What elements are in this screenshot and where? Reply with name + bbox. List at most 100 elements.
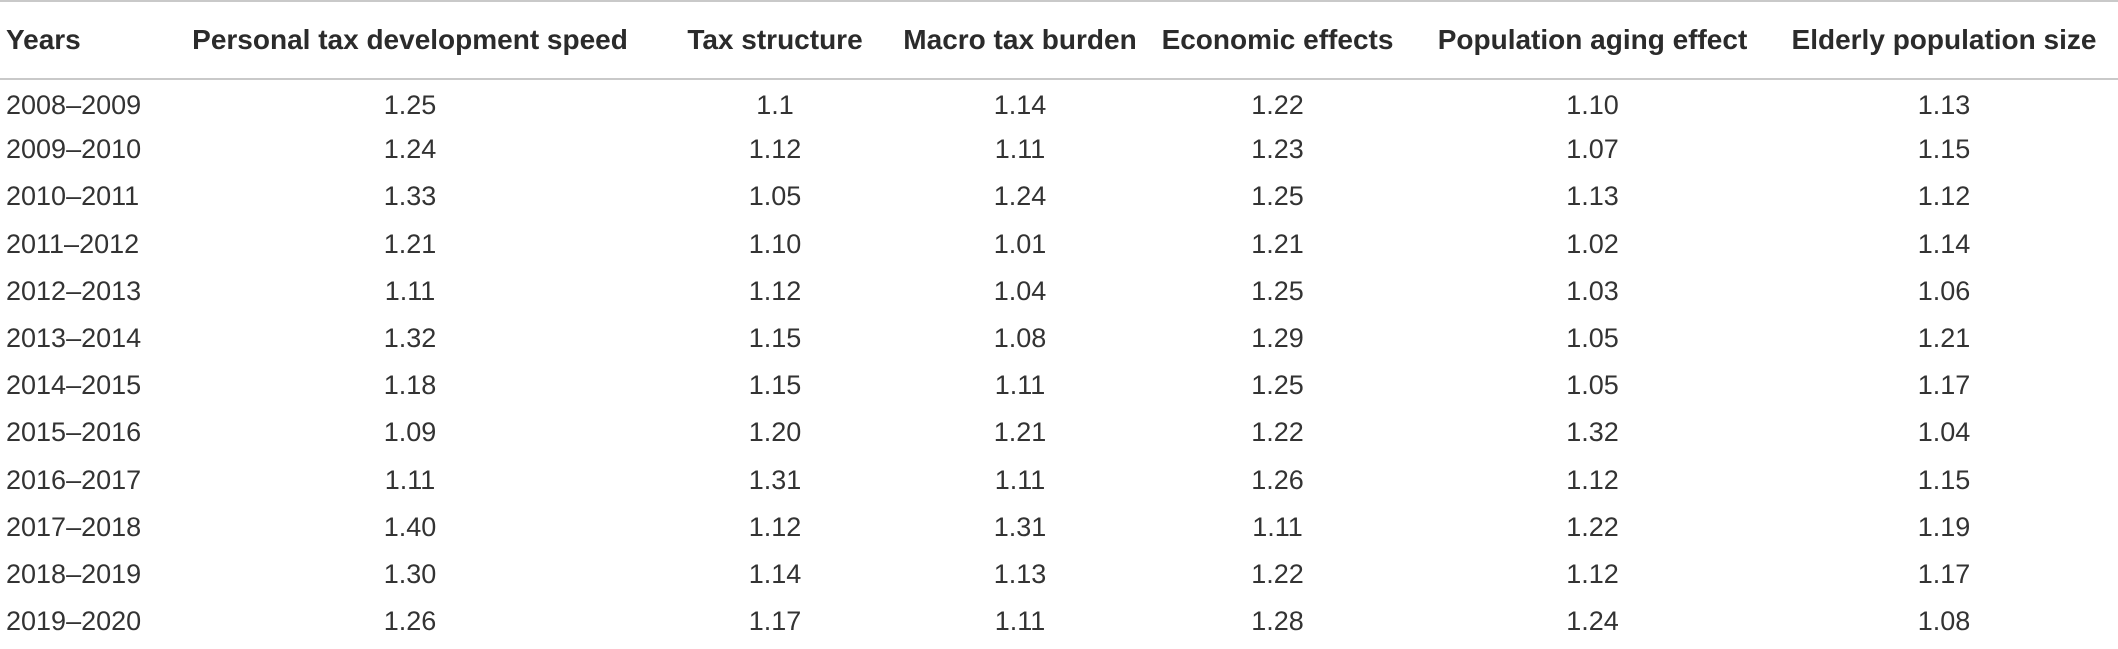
cell-economic-effects: 1.22: [1140, 551, 1415, 598]
cell-elderly-population-size: 1.06: [1770, 268, 2118, 315]
cell-population-aging-effect: 1.13: [1415, 173, 1770, 220]
cell-elderly-population-size: 1.17: [1770, 551, 2118, 598]
cell-years: 2013–2014: [0, 315, 170, 362]
header-economic-effects: Economic effects: [1140, 1, 1415, 79]
cell-personal-tax-development-speed: 1.25: [170, 79, 650, 126]
cell-population-aging-effect: 1.10: [1415, 79, 1770, 126]
cell-economic-effects: 1.22: [1140, 79, 1415, 126]
cell-years: 2010–2011: [0, 173, 170, 220]
cell-population-aging-effect: 1.05: [1415, 315, 1770, 362]
cell-tax-structure: 1.1: [650, 79, 900, 126]
cell-macro-tax-burden: 1.11: [900, 457, 1140, 504]
cell-tax-structure: 1.14: [650, 551, 900, 598]
cell-population-aging-effect: 1.22: [1415, 504, 1770, 551]
header-tax-structure: Tax structure: [650, 1, 900, 79]
cell-population-aging-effect: 1.02: [1415, 221, 1770, 268]
cell-years: 2015–2016: [0, 409, 170, 456]
cell-macro-tax-burden: 1.11: [900, 126, 1140, 173]
cell-macro-tax-burden: 1.08: [900, 315, 1140, 362]
cell-economic-effects: 1.21: [1140, 221, 1415, 268]
header-row: Years Personal tax development speed Tax…: [0, 1, 2118, 79]
table-row: 2012–2013 1.11 1.12 1.04 1.25 1.03 1.06: [0, 268, 2118, 315]
cell-elderly-population-size: 1.04: [1770, 409, 2118, 456]
cell-tax-structure: 1.12: [650, 504, 900, 551]
cell-macro-tax-burden: 1.11: [900, 362, 1140, 409]
table-row: 2014–2015 1.18 1.15 1.11 1.25 1.05 1.17: [0, 362, 2118, 409]
cell-population-aging-effect: 1.12: [1415, 457, 1770, 504]
cell-personal-tax-development-speed: 1.11: [170, 457, 650, 504]
cell-population-aging-effect: 1.05: [1415, 362, 1770, 409]
cell-personal-tax-development-speed: 1.30: [170, 551, 650, 598]
cell-personal-tax-development-speed: 1.32: [170, 315, 650, 362]
cell-economic-effects: 1.25: [1140, 173, 1415, 220]
cell-economic-effects: 1.22: [1140, 409, 1415, 456]
cell-population-aging-effect: 1.24: [1415, 598, 1770, 645]
cell-years: 2009–2010: [0, 126, 170, 173]
cell-macro-tax-burden: 1.13: [900, 551, 1140, 598]
cell-years: 2014–2015: [0, 362, 170, 409]
cell-tax-structure: 1.05: [650, 173, 900, 220]
cell-tax-structure: 1.17: [650, 598, 900, 645]
cell-economic-effects: 1.25: [1140, 362, 1415, 409]
table-body: 2008–2009 1.25 1.1 1.14 1.22 1.10 1.13 2009–201…: [0, 79, 2118, 645]
table-row: 2019–2020 1.26 1.17 1.11 1.28 1.24 1.08: [0, 598, 2118, 645]
cell-tax-structure: 1.12: [650, 268, 900, 315]
cell-elderly-population-size: 1.21: [1770, 315, 2118, 362]
cell-economic-effects: 1.26: [1140, 457, 1415, 504]
cell-economic-effects: 1.23: [1140, 126, 1415, 173]
cell-years: 2017–2018: [0, 504, 170, 551]
cell-economic-effects: 1.11: [1140, 504, 1415, 551]
table-row: 2008–2009 1.25 1.1 1.14 1.22 1.10 1.13: [0, 79, 2118, 126]
cell-personal-tax-development-speed: 1.33: [170, 173, 650, 220]
cell-economic-effects: 1.25: [1140, 268, 1415, 315]
cell-years: 2011–2012: [0, 221, 170, 268]
cell-elderly-population-size: 1.19: [1770, 504, 2118, 551]
cell-personal-tax-development-speed: 1.11: [170, 268, 650, 315]
cell-macro-tax-burden: 1.04: [900, 268, 1140, 315]
cell-elderly-population-size: 1.12: [1770, 173, 2118, 220]
cell-tax-structure: 1.12: [650, 126, 900, 173]
table-row: 2016–2017 1.11 1.31 1.11 1.26 1.12 1.15: [0, 457, 2118, 504]
cell-elderly-population-size: 1.14: [1770, 221, 2118, 268]
table-row: 2015–2016 1.09 1.20 1.21 1.22 1.32 1.04: [0, 409, 2118, 456]
cell-macro-tax-burden: 1.24: [900, 173, 1140, 220]
cell-macro-tax-burden: 1.31: [900, 504, 1140, 551]
table-header: Years Personal tax development speed Tax…: [0, 1, 2118, 79]
table-row: 2010–2011 1.33 1.05 1.24 1.25 1.13 1.12: [0, 173, 2118, 220]
table-row: 2011–2012 1.21 1.10 1.01 1.21 1.02 1.14: [0, 221, 2118, 268]
cell-personal-tax-development-speed: 1.09: [170, 409, 650, 456]
header-years: Years: [0, 1, 170, 79]
cell-tax-structure: 1.20: [650, 409, 900, 456]
cell-personal-tax-development-speed: 1.40: [170, 504, 650, 551]
table-row: 2013–2014 1.32 1.15 1.08 1.29 1.05 1.21: [0, 315, 2118, 362]
cell-personal-tax-development-speed: 1.18: [170, 362, 650, 409]
cell-personal-tax-development-speed: 1.21: [170, 221, 650, 268]
cell-macro-tax-burden: 1.01: [900, 221, 1140, 268]
header-population-aging-effect: Population aging effect: [1415, 1, 1770, 79]
cell-population-aging-effect: 1.07: [1415, 126, 1770, 173]
header-personal-tax-development-speed: Personal tax development speed: [170, 1, 650, 79]
cell-elderly-population-size: 1.13: [1770, 79, 2118, 126]
table-row: 2018–2019 1.30 1.14 1.13 1.22 1.12 1.17: [0, 551, 2118, 598]
cell-economic-effects: 1.28: [1140, 598, 1415, 645]
cell-economic-effects: 1.29: [1140, 315, 1415, 362]
cell-tax-structure: 1.31: [650, 457, 900, 504]
cell-elderly-population-size: 1.15: [1770, 457, 2118, 504]
cell-population-aging-effect: 1.32: [1415, 409, 1770, 456]
cell-macro-tax-burden: 1.14: [900, 79, 1140, 126]
cell-elderly-population-size: 1.08: [1770, 598, 2118, 645]
cell-years: 2016–2017: [0, 457, 170, 504]
header-elderly-population-size: Elderly population size: [1770, 1, 2118, 79]
cell-years: 2019–2020: [0, 598, 170, 645]
cell-elderly-population-size: 1.17: [1770, 362, 2118, 409]
cell-tax-structure: 1.15: [650, 362, 900, 409]
cell-tax-structure: 1.15: [650, 315, 900, 362]
cell-years: 2018–2019: [0, 551, 170, 598]
cell-population-aging-effect: 1.12: [1415, 551, 1770, 598]
cell-years: 2008–2009: [0, 79, 170, 126]
cell-personal-tax-development-speed: 1.24: [170, 126, 650, 173]
table-row: 2017–2018 1.40 1.12 1.31 1.11 1.22 1.19: [0, 504, 2118, 551]
cell-elderly-population-size: 1.15: [1770, 126, 2118, 173]
